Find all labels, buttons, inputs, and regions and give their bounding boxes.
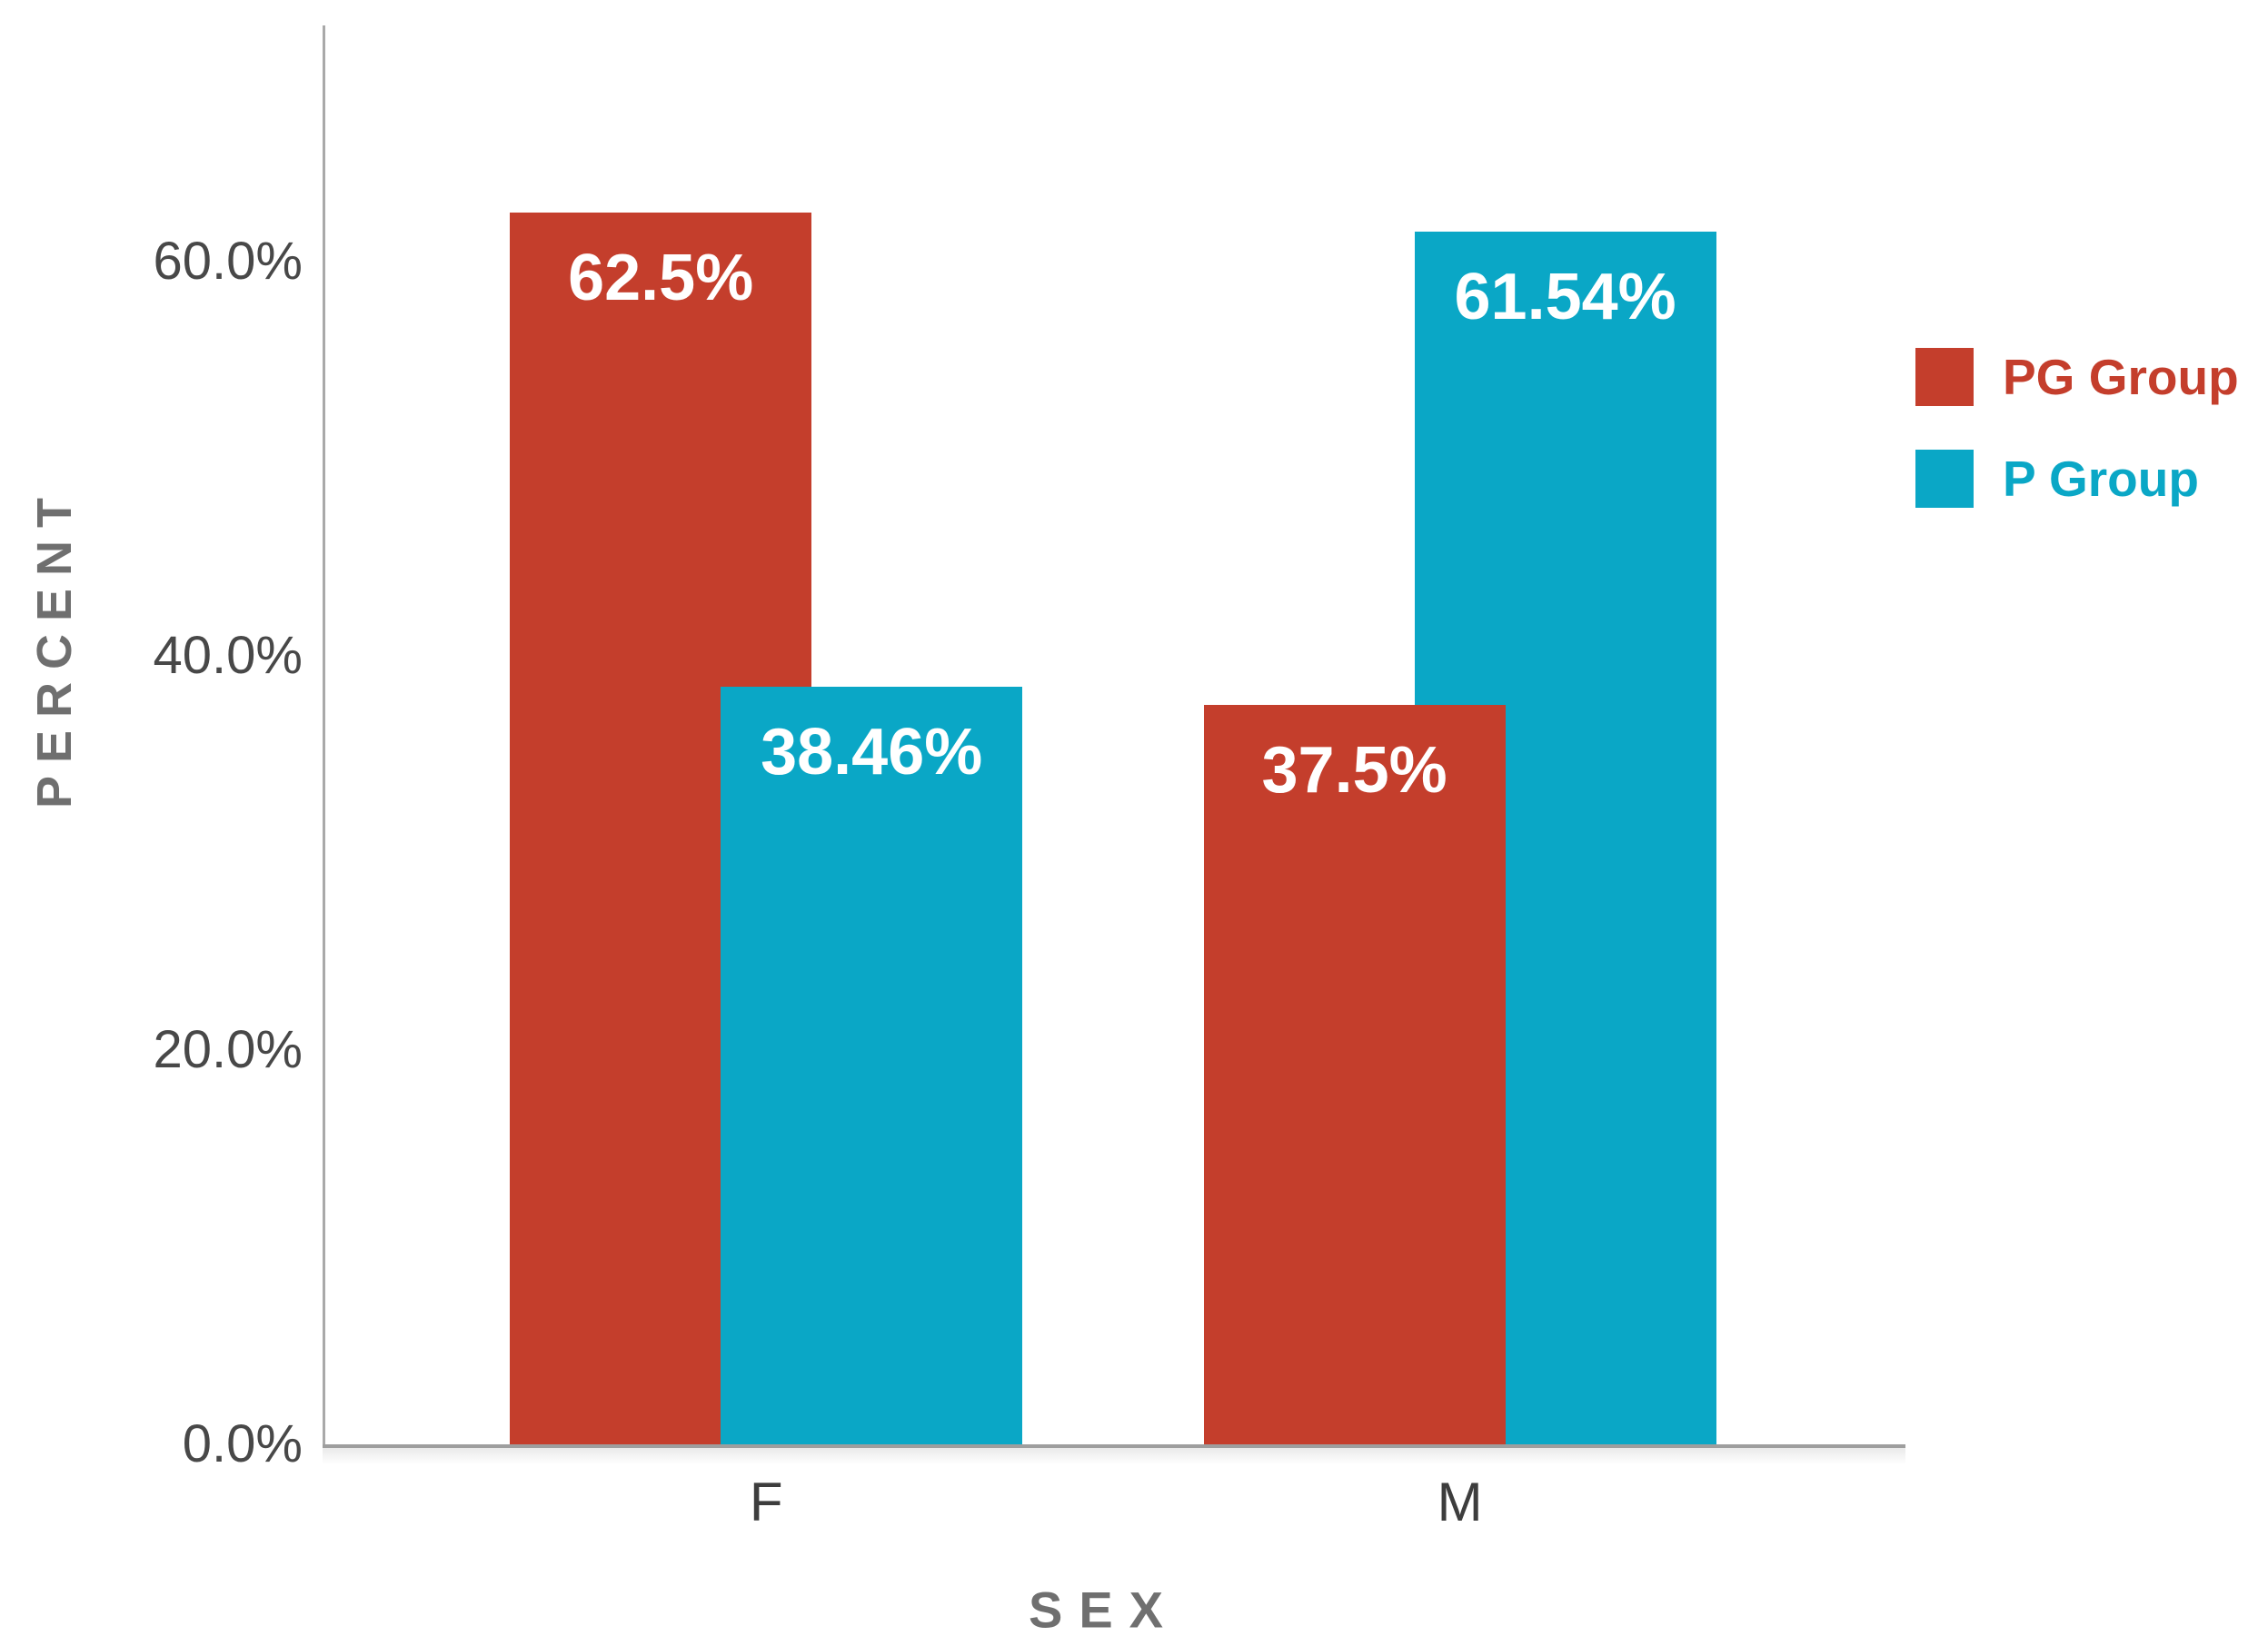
legend-swatch-p-group bbox=[1915, 450, 1974, 508]
legend-item-p-group: P Group bbox=[1915, 450, 2239, 508]
bar-pg-group-m: 37.5% bbox=[1203, 705, 1506, 1444]
y-tick-label-20: 20.0% bbox=[153, 1020, 303, 1080]
y-tick-label-0: 0.0% bbox=[182, 1414, 303, 1473]
plot-area: 0.0% 20.0% 40.0% 60.0% F 62.5% 38.46% M 37.5% 61.… bbox=[154, 25, 1905, 1530]
legend-label: PG Group bbox=[2003, 348, 2239, 405]
y-axis-title: PERCENT bbox=[27, 484, 82, 809]
x-tick-label-f: F bbox=[749, 1472, 783, 1532]
legend-swatch-pg-group bbox=[1915, 348, 1974, 406]
legend-item-pg-group: PG Group bbox=[1915, 348, 2239, 406]
x-tick-label-m: M bbox=[1437, 1472, 1483, 1532]
legend-label: P Group bbox=[2003, 450, 2199, 507]
bar-value-label: 61.54% bbox=[1454, 260, 1676, 333]
bar-value-label: 37.5% bbox=[1261, 734, 1447, 808]
x-axis-title: SEX bbox=[1028, 1581, 1180, 1639]
bar-p-group-f: 38.46% bbox=[721, 686, 1023, 1444]
y-tick-label-60: 60.0% bbox=[153, 232, 303, 292]
x-axis-shadow bbox=[323, 1448, 1905, 1464]
y-tick-label-40: 40.0% bbox=[153, 626, 303, 686]
x-axis-line bbox=[323, 1444, 1905, 1448]
bar-value-label: 38.46% bbox=[761, 715, 983, 788]
bar-value-label: 62.5% bbox=[568, 242, 754, 315]
legend: PG Group P Group bbox=[1915, 348, 2239, 508]
